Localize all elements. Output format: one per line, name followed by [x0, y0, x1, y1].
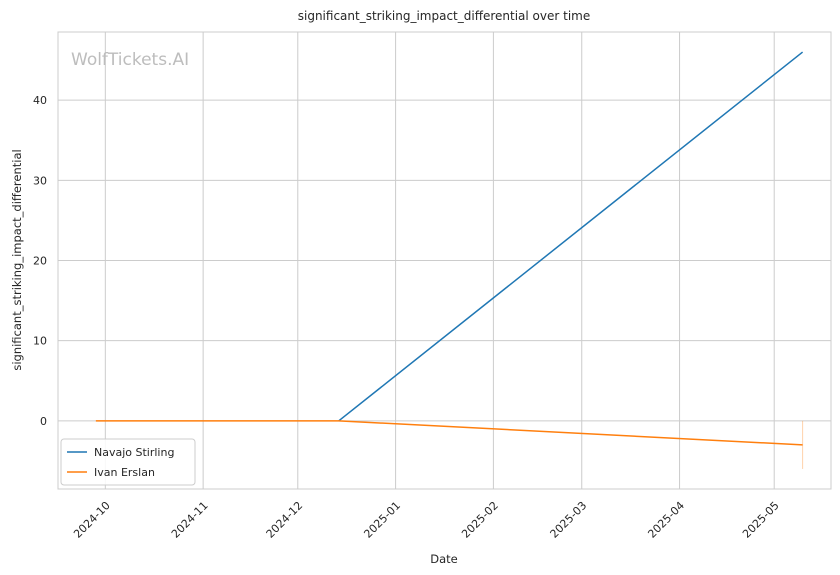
legend-label: Navajo Stirling [94, 446, 174, 459]
series-layer [95, 51, 804, 469]
y-tick-label: 20 [33, 255, 47, 268]
chart-title: significant_striking_impact_differential… [298, 9, 590, 23]
grid-lines [58, 32, 831, 489]
legend-label: Ivan Erslan [94, 466, 155, 479]
series-line-1 [95, 420, 803, 446]
y-tick-label: 30 [33, 174, 47, 187]
y-tick-label: 40 [33, 94, 47, 107]
y-axis-label: significant_striking_impact_differential [10, 149, 24, 370]
plot-frame [57, 31, 832, 490]
legend-box [60, 438, 196, 486]
x-axis-label: Date [430, 552, 458, 566]
legend: Navajo Stirling Ivan Erslan [60, 438, 196, 486]
y-tick-label: 10 [33, 335, 47, 348]
y-tick-label: 0 [40, 415, 47, 428]
watermark-text: WolfTickets.AI [71, 50, 189, 70]
y-tick-labels: 0 10 20 30 40 [33, 94, 47, 428]
series-line-0 [338, 51, 804, 422]
